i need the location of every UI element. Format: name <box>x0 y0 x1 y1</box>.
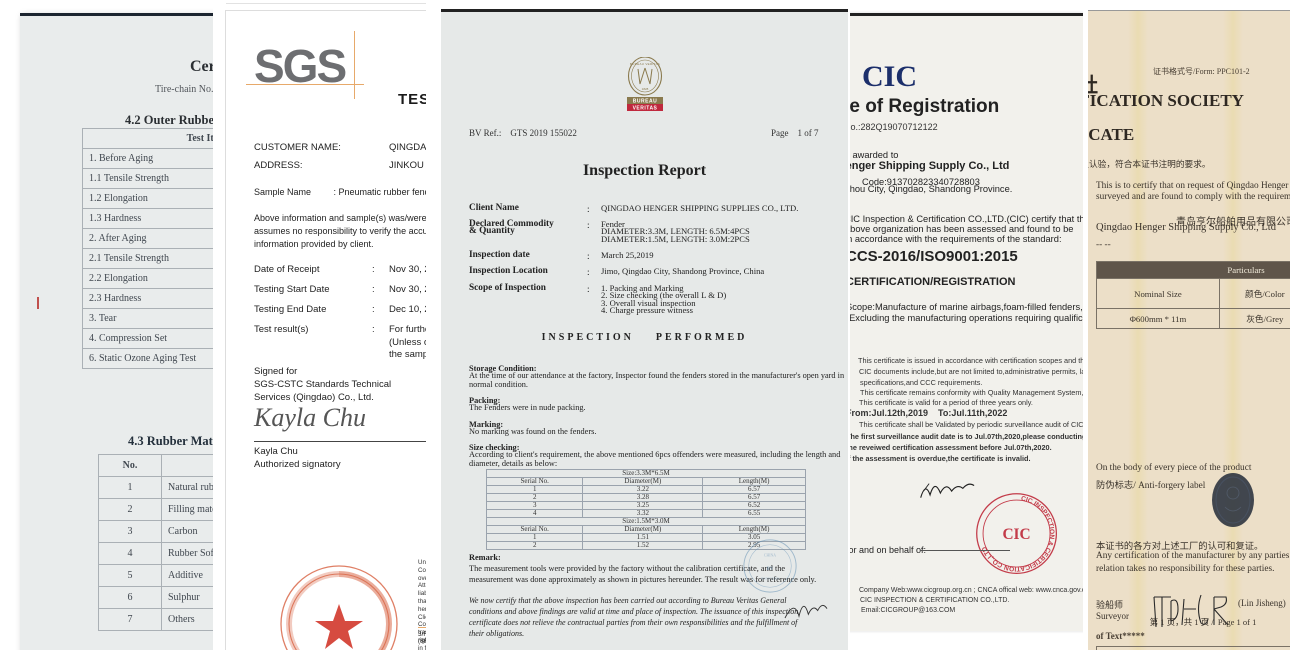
svg-text:CHINA: CHINA <box>764 553 776 557</box>
svg-text:INSPECTION: INSPECTION <box>761 577 780 581</box>
svg-text:BV: BV <box>767 567 774 572</box>
svg-text:CIC: CIC <box>1002 526 1030 543</box>
